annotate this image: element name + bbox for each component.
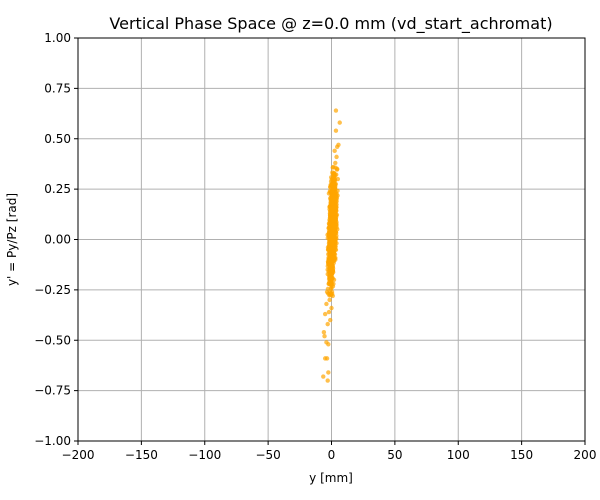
scatter-point [330,241,335,247]
scatter-point [328,259,333,265]
chart-title: Vertical Phase Space @ z=0.0 mm (vd_star… [109,14,552,34]
y-tick-label: 0.00 [44,233,71,247]
scatter-point [321,329,327,335]
y-tick-label: 0.50 [44,132,71,146]
scatter-point [329,216,335,222]
scatter-point [322,311,328,317]
x-tick-label: 50 [387,448,402,462]
x-tick-label: −100 [188,448,221,462]
scatter-point [331,222,336,227]
scatter-point [328,175,334,180]
scatter-point [331,248,336,254]
scatter-point [332,176,337,182]
y-tick-label: −1.00 [34,434,71,448]
x-axis-label: y [mm] [309,471,353,485]
scatter-point [331,255,337,260]
scatter-point [324,356,330,361]
axis-ticks: −200 −150 −100 −50 0 50 100 150 200 −1.00 −0.75 −0.… [34,31,596,462]
y-tick-label: −0.25 [34,283,71,297]
x-tick-label: −150 [125,448,158,462]
scatter-points [321,108,342,383]
scatter-point [329,275,334,280]
x-tick-label: 0 [328,448,336,462]
scatter-point [330,197,335,202]
scatter-point [333,128,339,133]
scatter-point [322,334,327,339]
scatter-point [333,165,338,170]
scatter-point [330,268,335,273]
scatter-point [333,108,339,113]
scatter-point [328,317,333,323]
x-tick-label: 100 [447,448,470,462]
y-tick-label: −0.50 [34,333,71,347]
scatter-point [329,209,334,214]
scatter-point [330,227,336,232]
x-tick-label: −50 [255,448,280,462]
scatter-point [327,297,332,303]
y-tick-label: 0.75 [44,81,71,95]
y-axis-label: y' = Py/Pz [rad] [5,193,19,286]
scatter-point [325,321,330,327]
scatter-point [332,148,337,154]
scatter-point [334,154,339,160]
scatter-point [325,291,331,296]
scatter-point [330,171,335,177]
scatter-point [326,370,331,375]
scatter-point [326,342,331,347]
scatter-point [330,201,335,206]
scatter-point [332,181,338,186]
scatter-point [326,309,332,315]
y-tick-label: −0.75 [34,384,71,398]
scatter-point [328,286,333,292]
x-tick-label: −200 [62,448,95,462]
x-tick-label: 200 [574,448,597,462]
scatter-point [329,234,334,239]
y-tick-label: 1.00 [44,31,71,45]
scatter-point [321,374,326,379]
y-tick-label: 0.25 [44,182,71,196]
scatter-point [335,144,340,150]
scatter-point [324,301,329,307]
scatter-point [334,197,339,202]
scatter-point [337,120,342,125]
scatter-point [329,305,334,311]
scatter-point [325,378,330,383]
scatter-point [333,160,338,166]
x-tick-label: 150 [510,448,533,462]
scatter-point [334,172,339,177]
scatter-point [327,278,332,284]
